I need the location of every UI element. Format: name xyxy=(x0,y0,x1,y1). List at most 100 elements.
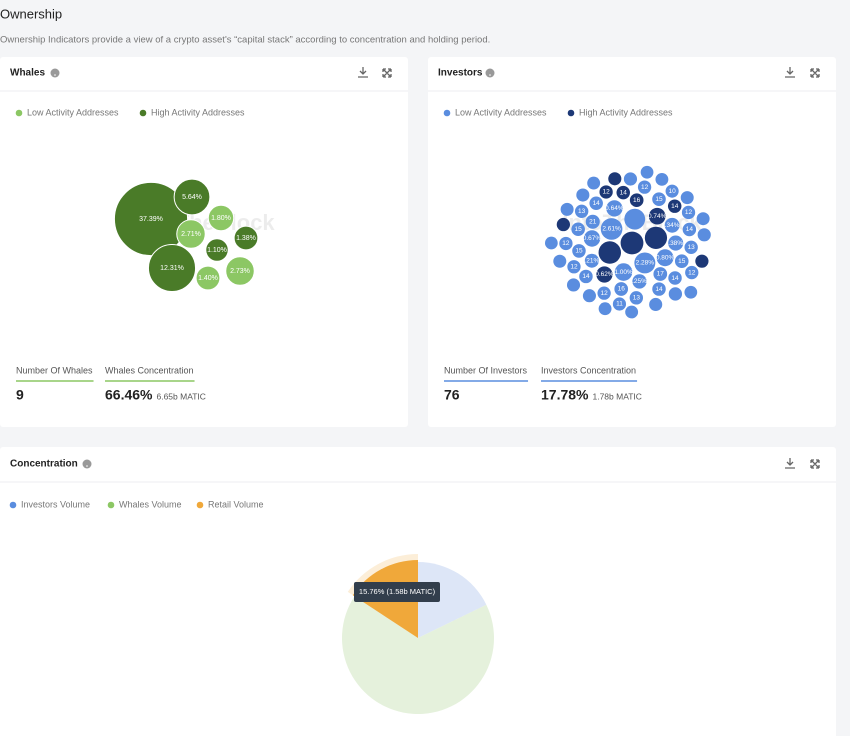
expand-icon[interactable] xyxy=(810,68,820,78)
bubble xyxy=(587,176,601,190)
bubble-label: 2.73% xyxy=(230,268,250,275)
bubble-label: 12 xyxy=(603,189,611,196)
bubble-label: 0.64% xyxy=(605,205,624,212)
bubble-label: 10 xyxy=(669,188,677,195)
bubble-label: 14 xyxy=(671,203,679,210)
bubble xyxy=(637,180,652,194)
bubble xyxy=(579,269,593,284)
bubble-label: 13 xyxy=(578,208,586,215)
bubble-label: .25% xyxy=(632,278,647,285)
bubble-label: 17 xyxy=(657,271,665,278)
pie-slice xyxy=(418,562,487,638)
legend-label: Whales Volume xyxy=(119,499,182,509)
bubble xyxy=(644,226,668,249)
bubble-label: 14 xyxy=(620,189,628,196)
bubble-label: 15 xyxy=(655,196,663,203)
bubble xyxy=(640,165,654,179)
bubble xyxy=(598,302,612,316)
stat-label: Investors Concentration xyxy=(541,365,636,375)
legend-dot xyxy=(567,109,575,117)
bubble-label: .21% xyxy=(584,257,599,264)
bubble xyxy=(567,260,581,274)
card-title: Whales xyxy=(10,68,45,79)
help-icon[interactable] xyxy=(485,68,495,78)
bubble-label: 14 xyxy=(671,275,679,282)
bubble xyxy=(632,274,647,289)
bubble-label: 14 xyxy=(655,286,663,293)
bubble xyxy=(656,249,674,267)
bubble xyxy=(682,222,697,237)
stat-value: 9 xyxy=(16,387,24,403)
stat-label: Number Of Investors xyxy=(444,365,528,375)
bubble-label: 14 xyxy=(686,226,694,233)
bubble-label: 12 xyxy=(562,240,570,247)
bubble-label: 11 xyxy=(616,301,623,308)
bubble xyxy=(649,297,663,312)
stat-value: 66.46% xyxy=(105,387,153,403)
bubble xyxy=(608,172,622,186)
bubble xyxy=(614,282,629,296)
bubble-label: 1.80% xyxy=(211,215,231,222)
bubble xyxy=(606,200,623,217)
bubble-label: 0.67% xyxy=(583,235,602,242)
bubble-label: 1.10% xyxy=(207,247,227,254)
legend-dot xyxy=(443,109,451,117)
bubble xyxy=(620,231,644,255)
bubble xyxy=(574,204,589,218)
download-icon[interactable] xyxy=(785,458,795,469)
bubble-label: 15 xyxy=(678,258,686,265)
help-icon[interactable] xyxy=(82,459,92,469)
bubble xyxy=(176,219,206,249)
bubble-label: 15 xyxy=(575,226,583,233)
card-title: Concentration xyxy=(10,459,78,470)
bubble-label: 16 xyxy=(618,286,626,293)
stat-note: 6.65b MATIC xyxy=(156,391,205,401)
bubble xyxy=(674,254,689,268)
bubble-label: 16 xyxy=(633,197,641,204)
bubble xyxy=(680,191,694,205)
bubble-label: 14 xyxy=(593,200,601,207)
bubble xyxy=(629,193,644,208)
bubble-label: 1.40% xyxy=(198,275,218,282)
bubble xyxy=(665,184,679,198)
bubble xyxy=(684,240,698,254)
bubble-label: 0.62% xyxy=(595,271,614,278)
whales-card xyxy=(0,57,408,427)
bubble xyxy=(612,297,627,311)
bubble-label: 15 xyxy=(575,248,583,255)
bubble xyxy=(225,256,255,286)
bubble-label: 21 xyxy=(589,218,597,225)
legend-label: Low Activity Addresses xyxy=(27,107,119,117)
download-icon[interactable] xyxy=(785,67,795,78)
bubble xyxy=(559,236,573,251)
bubble-label: 0.74% xyxy=(648,213,667,220)
bubble-label: 2.71% xyxy=(181,231,201,238)
bubble xyxy=(195,265,221,291)
bubble xyxy=(614,263,633,281)
download-icon[interactable] xyxy=(358,67,368,78)
help-icon[interactable] xyxy=(50,68,60,78)
bubble-label: 12 xyxy=(685,209,693,216)
bubble xyxy=(566,278,581,292)
bubble-label: 12.31% xyxy=(160,265,184,272)
bubble-label: .34% xyxy=(665,222,680,229)
expand-icon[interactable] xyxy=(382,68,392,78)
bubble xyxy=(684,285,698,299)
stat-note: 1.78b MATIC xyxy=(592,391,641,401)
legend-label: High Activity Addresses xyxy=(151,107,245,117)
bubble xyxy=(624,208,646,230)
bubble-label: 2.61% xyxy=(602,226,621,233)
expand-icon[interactable] xyxy=(810,459,820,469)
bubble xyxy=(598,241,621,264)
legend-dot xyxy=(107,501,115,509)
bubble xyxy=(583,230,601,247)
bubble-label: 2.28% xyxy=(636,260,655,267)
legend-label: Low Activity Addresses xyxy=(455,107,547,117)
bubble xyxy=(553,254,567,268)
bubble xyxy=(576,188,590,202)
legend-dot xyxy=(139,109,147,117)
pie-slice xyxy=(341,596,495,715)
stat-label: Whales Concentration xyxy=(105,365,194,375)
legend-dot xyxy=(9,501,17,509)
